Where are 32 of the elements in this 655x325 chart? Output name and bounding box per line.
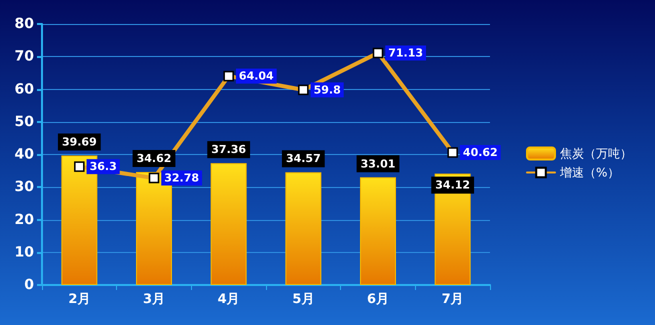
data-label: 71.13 [388, 46, 424, 60]
data-label: 36.3 [90, 160, 117, 174]
bar [210, 163, 247, 285]
y-tick-label: 60 [14, 81, 34, 98]
x-tick-label: 6月 [366, 292, 390, 307]
data-label: 39.69 [62, 136, 97, 149]
legend-label: 增速（%） [559, 166, 620, 180]
x-tick-label: 3月 [142, 292, 166, 307]
y-tick-label: 80 [14, 16, 34, 32]
x-tick-label: 5月 [292, 292, 314, 307]
data-label: 34.12 [435, 178, 470, 192]
data-label: 32.78 [164, 172, 200, 185]
y-tick-label: 70 [14, 48, 34, 65]
x-tick-label: 7月 [442, 292, 464, 307]
data-label: 40.62 [462, 146, 498, 159]
x-tick-label: 4月 [218, 292, 240, 307]
bar [285, 172, 322, 285]
y-tick-label: 0 [24, 277, 34, 293]
data-label: 34.57 [286, 152, 321, 166]
data-label: 64.04 [238, 70, 274, 83]
y-tick-label: 50 [14, 114, 34, 130]
y-tick-label: 10 [14, 244, 34, 260]
y-tick-label: 30 [14, 179, 34, 196]
x-tick-label: 2月 [68, 292, 90, 307]
data-label: 34.62 [136, 152, 172, 166]
legend-label: 焦炭（万吨） [560, 146, 632, 160]
bar [360, 177, 396, 285]
data-label: 37.36 [211, 143, 246, 156]
data-label: 59.8 [314, 83, 341, 96]
y-tick-label: 20 [14, 212, 34, 228]
y-tick-label: 40 [14, 146, 34, 162]
data-label: 33.01 [360, 157, 396, 170]
